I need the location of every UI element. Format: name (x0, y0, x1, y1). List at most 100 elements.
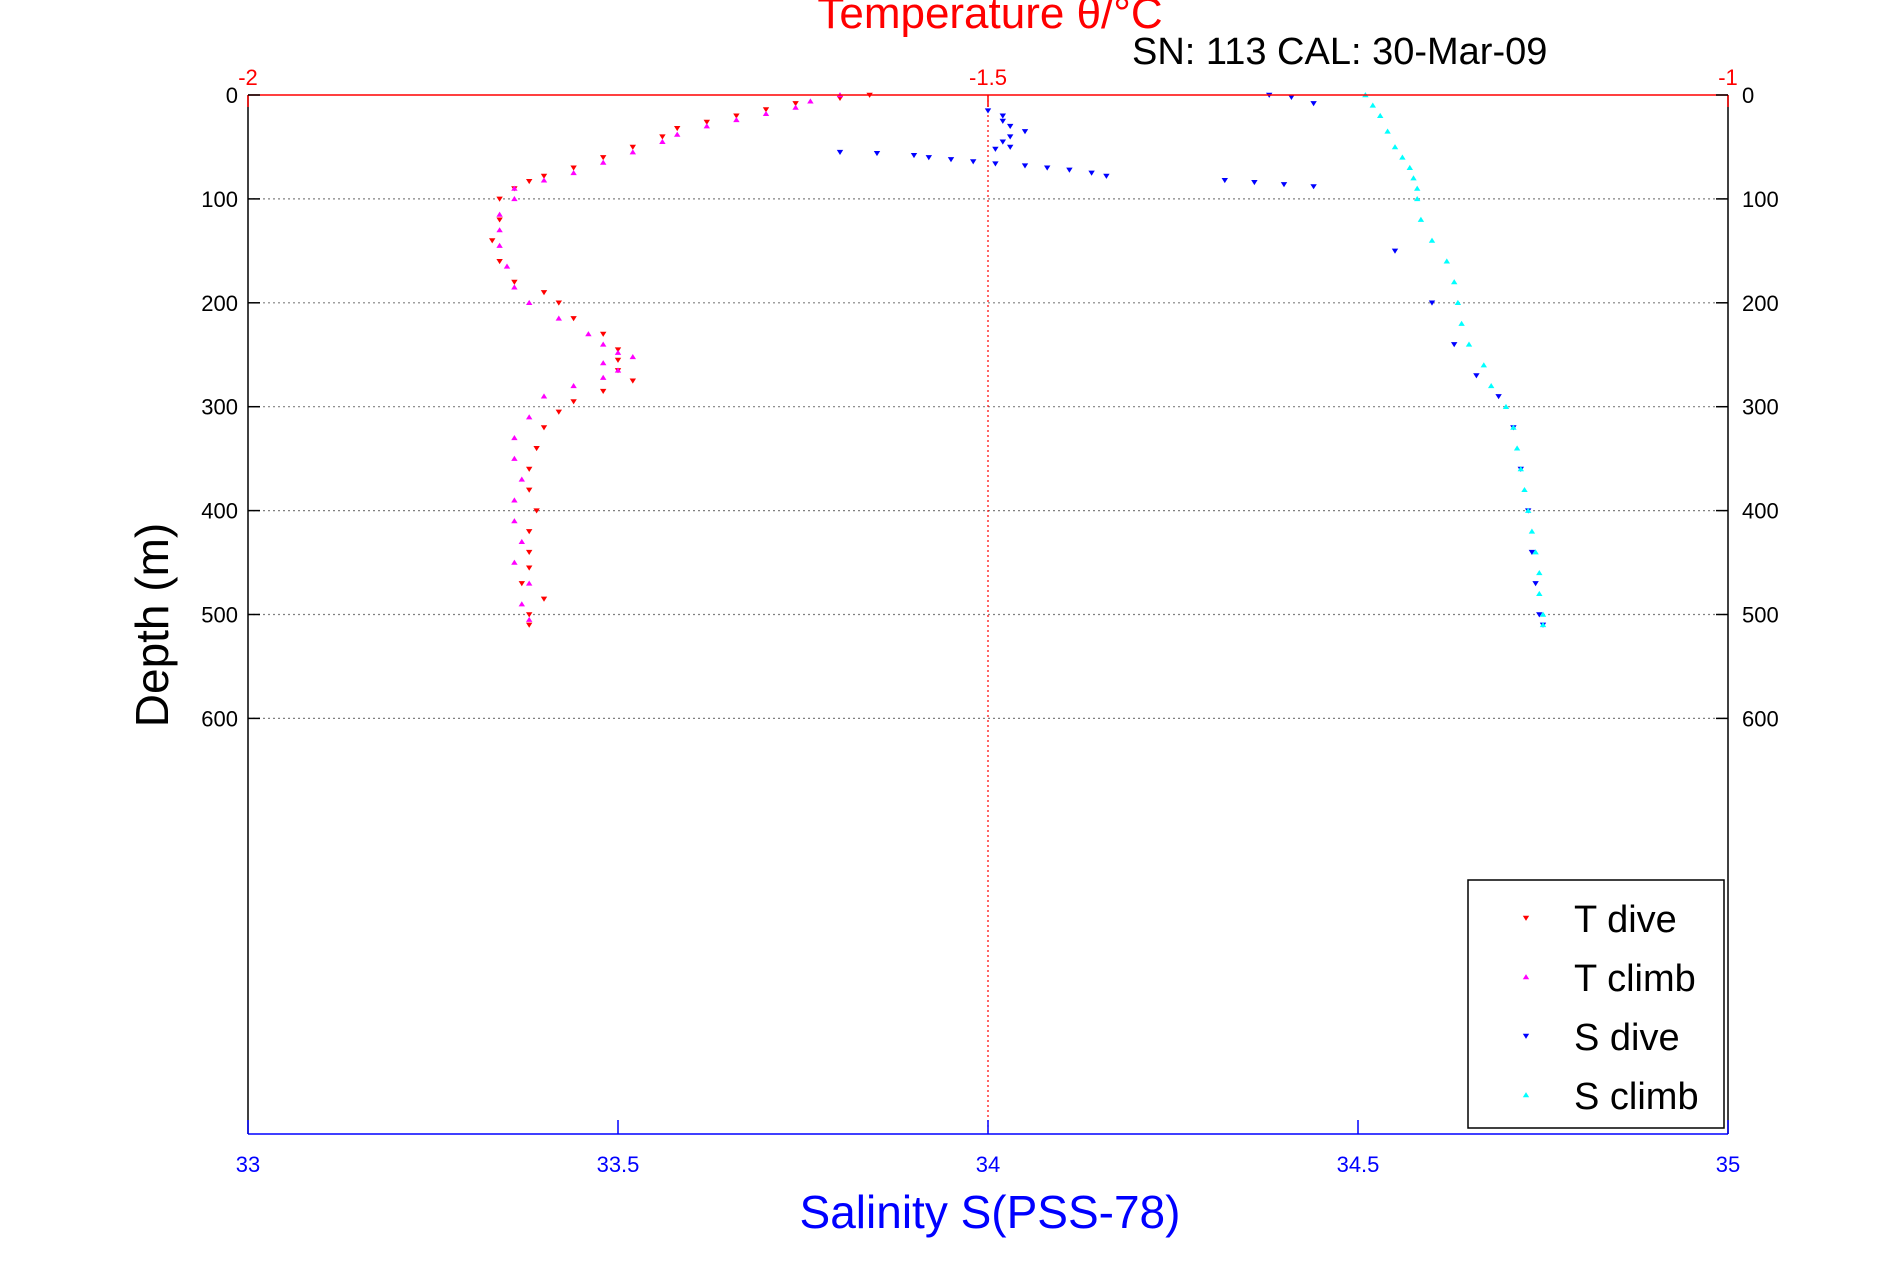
data-point (600, 155, 607, 161)
data-point (629, 149, 636, 155)
bottom-axis-tick-label: 34 (976, 1152, 1000, 1177)
data-point (703, 119, 710, 125)
left-axis-tick-label: 200 (201, 291, 238, 316)
data-point (570, 165, 577, 171)
data-point (1280, 182, 1288, 188)
data-point (496, 227, 503, 233)
series-s-climb (1362, 92, 1547, 628)
data-point (873, 150, 881, 157)
data-point (1377, 112, 1384, 119)
data-point (792, 101, 799, 107)
data-point (1525, 507, 1532, 513)
data-point (807, 98, 814, 104)
data-point (1221, 177, 1228, 184)
data-point (1536, 570, 1543, 576)
data-point (999, 118, 1006, 124)
data-point (526, 612, 533, 618)
right-axis-tick-label: 0 (1742, 83, 1754, 108)
data-point (1451, 342, 1458, 348)
data-point (555, 409, 562, 415)
data-point (518, 538, 525, 545)
data-series (489, 92, 1547, 628)
x-axis-title: Salinity S(PSS-78) (800, 1186, 1181, 1238)
data-point (511, 185, 518, 191)
data-point (511, 559, 518, 565)
data-point (1044, 165, 1051, 171)
data-point (518, 581, 525, 587)
data-point (1021, 163, 1029, 169)
data-point (511, 434, 518, 441)
data-point (1510, 424, 1517, 430)
data-point (792, 104, 799, 110)
data-point (1513, 445, 1521, 451)
legend-marker (1522, 1092, 1530, 1098)
data-point (511, 279, 518, 285)
top-axis-tick-label: -1.5 (969, 65, 1007, 90)
legend-marker (1522, 1033, 1530, 1039)
data-point (1399, 154, 1406, 160)
data-point (674, 131, 681, 137)
data-point (947, 157, 955, 163)
data-point (674, 126, 681, 132)
data-point (1502, 403, 1510, 409)
axes: -2 -1.5 -1 33 33.5 34 34.5 35 0 0 100 100 200 200 300 3… (201, 65, 1778, 1177)
data-point (1465, 341, 1473, 347)
data-point (540, 177, 548, 183)
data-point (1517, 466, 1524, 472)
data-point (1451, 279, 1458, 285)
data-point (600, 360, 607, 366)
data-point (496, 196, 503, 202)
left-axis-tick-label: 0 (226, 83, 238, 108)
legend: T dive T climb S dive S climb (1467, 879, 1725, 1129)
data-point (555, 300, 562, 306)
data-point (570, 399, 577, 405)
data-point (1532, 581, 1539, 587)
legend-label: T climb (1574, 958, 1696, 1000)
right-axis-tick-label: 500 (1742, 603, 1779, 628)
data-point (1310, 101, 1317, 107)
data-point (496, 217, 503, 223)
data-point (1391, 248, 1399, 254)
grid-lines (248, 95, 1728, 1134)
data-point (511, 284, 518, 290)
data-point (836, 149, 844, 156)
bottom-axis-tick-label: 34.5 (1337, 1152, 1380, 1177)
data-point (600, 341, 607, 347)
y-axis-title: Depth (m) (126, 523, 178, 727)
chart-title: Temperature θ/°C (817, 0, 1162, 38)
data-point (614, 367, 622, 373)
data-point (659, 134, 666, 140)
bottom-axis-tick-label: 35 (1716, 1152, 1740, 1177)
data-point (614, 357, 622, 363)
chart-subtitle: SN: 113 CAL: 30-Mar-09 (1132, 31, 1547, 73)
bottom-axis-tick-label: 33.5 (597, 1152, 640, 1177)
data-point (984, 108, 992, 114)
data-point (1488, 383, 1495, 389)
data-point (1480, 362, 1487, 368)
data-point (511, 455, 518, 461)
data-point (999, 139, 1006, 145)
data-point (1103, 173, 1110, 179)
data-point (526, 529, 533, 535)
data-point (1007, 144, 1014, 150)
data-point (540, 173, 548, 179)
data-point (511, 518, 518, 524)
data-point (570, 316, 577, 322)
data-point (1495, 394, 1502, 400)
top-axis-tick-label: -1 (1718, 65, 1738, 90)
left-axis-tick-label: 300 (201, 395, 238, 420)
left-axis-tick-label: 100 (201, 187, 238, 212)
legend-marker (1522, 974, 1530, 980)
series-t-dive (489, 92, 873, 628)
data-point (526, 565, 533, 571)
data-point (540, 425, 548, 431)
data-point (496, 259, 503, 265)
data-point (1066, 167, 1073, 173)
legend-label: T dive (1574, 899, 1677, 941)
data-point (1532, 549, 1539, 555)
series-t-climb (496, 92, 844, 622)
data-point (1536, 612, 1543, 618)
data-point (526, 299, 533, 306)
data-point (489, 238, 496, 244)
